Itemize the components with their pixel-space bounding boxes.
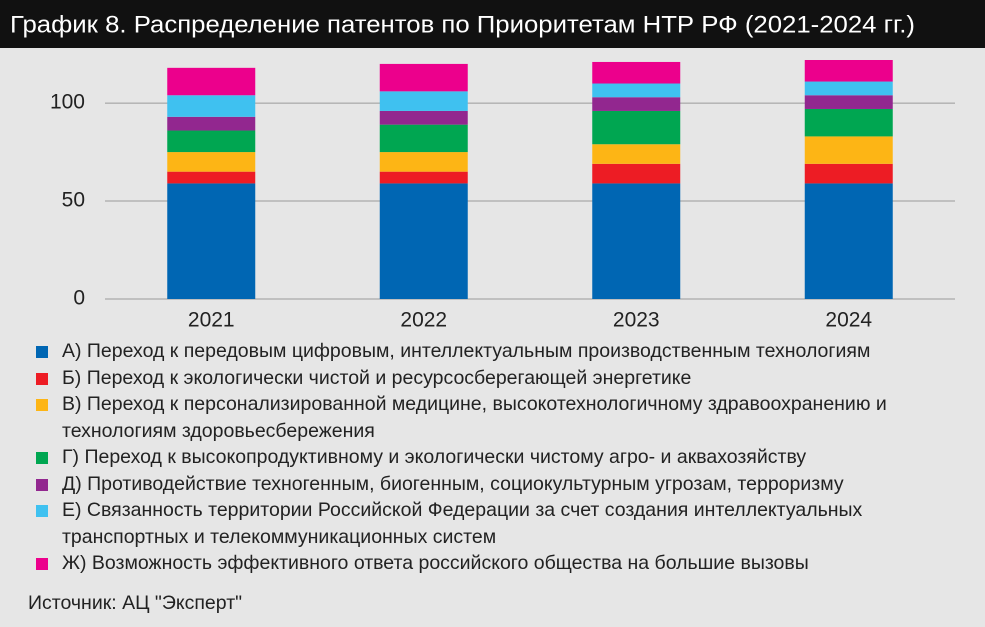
bar-segment — [379, 152, 468, 172]
chart-title: График 8. Распределение патентов по Прио… — [10, 11, 915, 38]
legend-swatch — [36, 399, 48, 411]
bar-segment — [379, 124, 468, 153]
bar-segment — [592, 144, 681, 164]
legend-swatch — [36, 558, 48, 570]
legend: А) Переход к передовым цифровым, интелле… — [36, 338, 971, 577]
bar-segment — [592, 110, 681, 145]
legend-label: А) Переход к передовым цифровым, интелле… — [62, 340, 871, 362]
bar-segment — [592, 61, 681, 84]
legend-item: А) Переход к передовым цифровым, интелле… — [36, 338, 971, 365]
chart: График 8. Распределение патентов по Прио… — [0, 0, 985, 332]
bar-segment — [379, 171, 468, 184]
bar-segment — [379, 63, 468, 92]
bar-segment — [804, 163, 893, 184]
legend-item: Д) Противодействие техногенным, биогенны… — [36, 471, 971, 498]
bar-segment — [592, 97, 681, 111]
bar-segment — [167, 183, 256, 299]
legend-label: Д) Противодействие техногенным, биогенны… — [62, 472, 844, 495]
bar-segment — [167, 116, 256, 131]
legend-item: В) Переход к персонализированной медицин… — [36, 391, 971, 444]
bar-segment — [804, 95, 893, 109]
bar-segment — [167, 152, 256, 172]
y-tick-label: 100 — [50, 91, 85, 114]
legend-swatch — [36, 452, 48, 464]
legend-swatch — [36, 372, 48, 385]
x-tick-label: 2021 — [188, 309, 235, 332]
x-tick-label: 2023 — [613, 309, 660, 332]
bar-segment — [379, 110, 468, 125]
bar-segment — [379, 91, 468, 111]
title-bar — [0, 0, 985, 48]
x-tick-label: 2024 — [825, 309, 872, 332]
bar-segment — [167, 67, 256, 96]
legend-swatch — [36, 505, 48, 517]
legend-item: Г) Переход к высокопродуктивному и эколо… — [36, 444, 971, 471]
bar-segment — [804, 108, 893, 137]
legend-label: Е) Связанность территории Российской Фед… — [62, 499, 863, 548]
bar-segment — [592, 183, 681, 299]
y-tick-label: 0 — [73, 287, 85, 310]
bar-segment — [804, 183, 893, 299]
y-tick-label: 50 — [62, 189, 85, 212]
legend-label: Г) Переход к высокопродуктивному и эколо… — [62, 446, 807, 468]
bar-segment — [167, 130, 256, 153]
legend-swatch — [36, 478, 48, 491]
bar-segment — [592, 163, 681, 184]
bar-segment — [804, 60, 893, 82]
legend-label: Б) Переход к экологически чистой и ресур… — [62, 366, 692, 389]
bar-segment — [804, 136, 893, 164]
legend-label: Ж) Возможность эффективного ответа росси… — [62, 552, 809, 574]
x-tick-label: 2022 — [400, 309, 447, 332]
bar-segment — [167, 171, 256, 184]
legend-item: Е) Связанность территории Российской Фед… — [36, 497, 971, 550]
bar-segment — [379, 183, 468, 299]
legend-label: В) Переход к персонализированной медицин… — [62, 393, 887, 442]
legend-item: Б) Переход к экологически чистой и ресур… — [36, 365, 971, 392]
bar-segment — [167, 95, 256, 117]
legend-swatch — [36, 346, 48, 358]
source: Источник: АЦ "Эксперт" — [28, 592, 243, 614]
bar-segment — [592, 83, 681, 98]
bar-segment — [804, 81, 893, 96]
legend-item: Ж) Возможность эффективного ответа росси… — [36, 550, 971, 577]
